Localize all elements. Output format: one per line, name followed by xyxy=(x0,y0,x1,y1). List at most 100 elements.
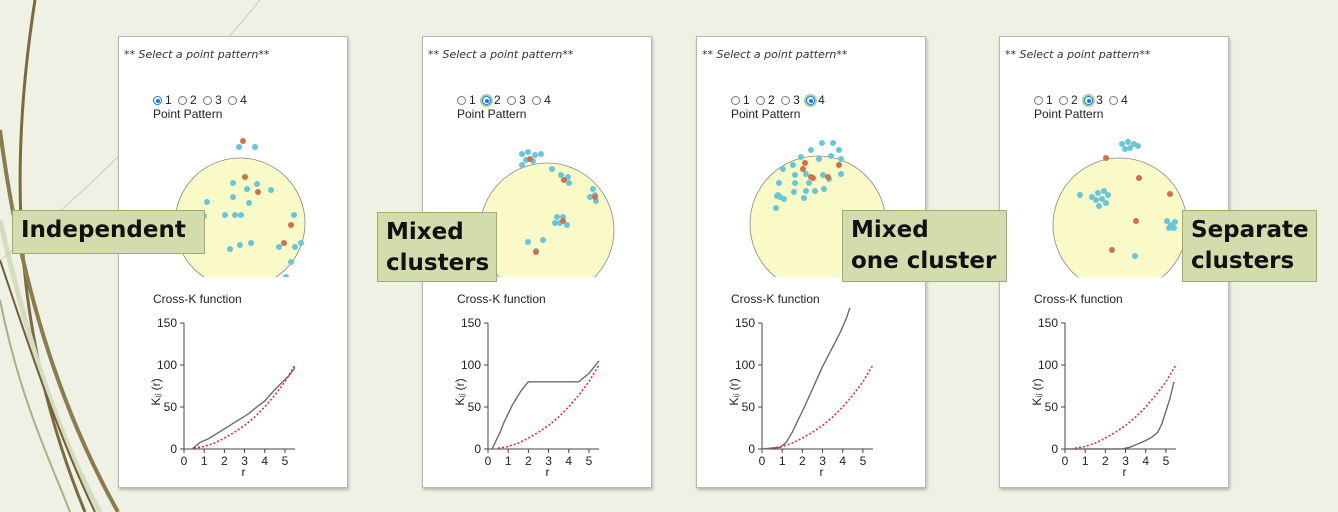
radio-label: 1 xyxy=(469,93,476,107)
y-tick-label: 50 xyxy=(742,400,756,414)
radio-dot[interactable] xyxy=(203,96,213,105)
x-tick-label: 0 xyxy=(485,454,492,468)
point-pattern-plot xyxy=(174,138,306,277)
pattern-radio-group: 1 2 3 4 xyxy=(457,93,554,107)
radio-dot[interactable] xyxy=(532,96,542,105)
select-title: ** Select a point pattern** xyxy=(428,48,574,61)
radio-dot[interactable] xyxy=(1034,96,1043,105)
x-tick-label: 3 xyxy=(819,454,826,468)
x-tick-label: 1 xyxy=(505,454,512,468)
y-tick-label: 0 xyxy=(474,442,481,456)
y-tick-label: 100 xyxy=(461,358,481,372)
radio-dot[interactable] xyxy=(756,96,766,105)
x-tick-label: 2 xyxy=(525,454,532,468)
radio-label: 2 xyxy=(768,93,775,107)
pattern-radio-group: 1 2 3 4 xyxy=(153,93,250,107)
pattern-radio-1[interactable]: 1 xyxy=(731,93,750,107)
radio-label: 2 xyxy=(1071,93,1078,107)
radio-label: 3 xyxy=(793,93,800,107)
radio-label: 4 xyxy=(818,93,825,107)
x-tick-label: 4 xyxy=(839,454,846,468)
radio-dot[interactable] xyxy=(228,96,238,105)
pattern-radio-2[interactable]: 2 xyxy=(178,93,197,107)
y-tick-label: 150 xyxy=(735,316,755,330)
radio-label: 3 xyxy=(519,93,526,107)
pattern-radio-3[interactable]: 3 xyxy=(203,93,222,107)
label-tag-mixed-clusters: Mixed clusters xyxy=(377,212,497,282)
x-tick-label: 4 xyxy=(261,454,268,468)
point-pattern-label: Point Pattern xyxy=(457,107,527,121)
x-tick-label: 5 xyxy=(586,454,593,468)
pattern-radio-3[interactable]: 3 xyxy=(781,93,800,107)
radio-dot[interactable] xyxy=(1084,96,1094,105)
pattern-radio-3[interactable]: 3 xyxy=(507,93,526,107)
pattern-radio-3[interactable]: 3 xyxy=(1084,93,1103,107)
expected-k-line xyxy=(497,364,600,449)
radio-label: 1 xyxy=(1046,93,1053,107)
x-tick-label: 2 xyxy=(799,454,806,468)
pattern-radio-4[interactable]: 4 xyxy=(806,93,825,107)
radio-dot[interactable] xyxy=(507,96,517,105)
x-tick-label: 1 xyxy=(1082,454,1089,468)
pattern-radio-4[interactable]: 4 xyxy=(1109,93,1128,107)
observed-k-line xyxy=(761,307,851,450)
radio-dot[interactable] xyxy=(482,96,492,105)
observed-k-line xyxy=(191,367,296,450)
radio-dot[interactable] xyxy=(781,96,791,105)
x-tick-label: 5 xyxy=(860,454,867,468)
radio-label: 2 xyxy=(190,93,197,107)
radio-dot[interactable] xyxy=(178,96,188,105)
pattern-radio-1[interactable]: 1 xyxy=(457,93,476,107)
x-tick-label: 1 xyxy=(201,454,208,468)
radio-label: 3 xyxy=(215,93,222,107)
radio-label: 3 xyxy=(1096,93,1103,107)
y-tick-label: 100 xyxy=(1038,358,1058,372)
pattern-radio-4[interactable]: 4 xyxy=(228,93,247,107)
select-title: ** Select a point pattern** xyxy=(1005,48,1151,61)
x-tick-label: 4 xyxy=(1142,454,1149,468)
x-tick-label: 2 xyxy=(1102,454,1109,468)
x-axis-label: r xyxy=(820,465,824,479)
label-tag-mixed-one-cluster: Mixed one cluster xyxy=(842,210,1007,282)
radio-dot[interactable] xyxy=(1059,96,1069,105)
observed-k-line xyxy=(491,360,600,450)
pattern-radio-1[interactable]: 1 xyxy=(153,93,172,107)
select-title: ** Select a point pattern** xyxy=(124,48,270,61)
radio-dot[interactable] xyxy=(153,96,162,105)
radio-dot[interactable] xyxy=(457,96,466,105)
radio-label: 4 xyxy=(544,93,551,107)
radio-dot[interactable] xyxy=(806,96,816,105)
y-tick-label: 0 xyxy=(1051,442,1058,456)
select-title: ** Select a point pattern** xyxy=(702,48,848,61)
radio-dot[interactable] xyxy=(1109,96,1119,105)
pattern-radio-group: 1 2 3 4 xyxy=(731,93,828,107)
expected-k-line xyxy=(1074,364,1177,449)
x-tick-label: 0 xyxy=(759,454,766,468)
point-pattern-label: Point Pattern xyxy=(731,107,801,121)
point-pattern-plot xyxy=(479,149,615,277)
pattern-radio-4[interactable]: 4 xyxy=(532,93,551,107)
pattern-panel-1: ** Select a point pattern** 1 2 3 4 Poin… xyxy=(118,36,348,488)
radio-label: 1 xyxy=(165,93,172,107)
y-axis-label: Kᵢⱼ (r) xyxy=(453,378,467,405)
y-tick-label: 0 xyxy=(170,442,177,456)
pattern-radio-2[interactable]: 2 xyxy=(1059,93,1078,107)
label-tag-independent: Independent xyxy=(12,210,205,254)
x-axis-label: r xyxy=(1123,465,1127,479)
cross-k-label: Cross-K function xyxy=(153,292,242,306)
x-tick-label: 0 xyxy=(1062,454,1069,468)
expected-k-line xyxy=(771,364,874,449)
expected-k-line xyxy=(193,364,296,449)
x-tick-label: 3 xyxy=(241,454,248,468)
cross-k-label: Cross-K function xyxy=(457,292,546,306)
y-tick-label: 0 xyxy=(748,442,755,456)
pattern-panel-3: ** Select a point pattern** 1 2 3 4 Poin… xyxy=(696,36,926,488)
pattern-radio-2[interactable]: 2 xyxy=(482,93,501,107)
observed-k-line xyxy=(1065,381,1175,450)
y-tick-label: 150 xyxy=(1038,316,1058,330)
pattern-radio-1[interactable]: 1 xyxy=(1034,93,1053,107)
y-axis-label: Kᵢⱼ (r) xyxy=(1030,378,1044,405)
radio-dot[interactable] xyxy=(731,96,740,105)
pattern-radio-2[interactable]: 2 xyxy=(756,93,775,107)
